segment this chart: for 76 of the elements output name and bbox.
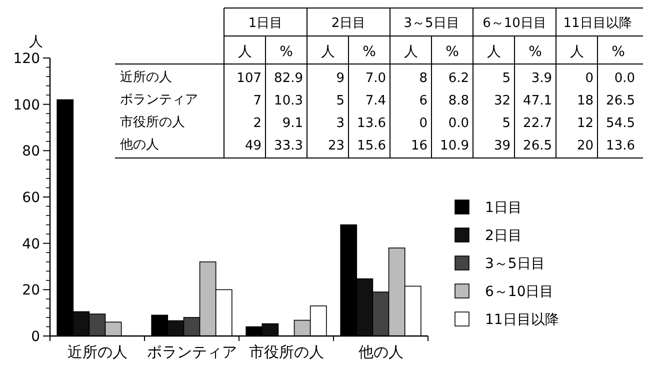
data-label: 2 bbox=[253, 116, 262, 132]
x-tick-label: % bbox=[446, 44, 459, 60]
data-label: 39 bbox=[494, 138, 510, 154]
data-label: 10.3 bbox=[274, 94, 303, 109]
data-label: 20 bbox=[576, 138, 594, 154]
data-label: 22.7 bbox=[523, 116, 552, 132]
data-label: 32 bbox=[494, 94, 510, 109]
data-label: 7.0 bbox=[365, 71, 386, 86]
x-tick-label: 人 bbox=[486, 44, 501, 60]
y-tick-label: 40 bbox=[22, 236, 40, 252]
y-tick-label: 他の人 bbox=[120, 137, 159, 152]
y-tick-label: ボランティア bbox=[120, 92, 198, 108]
legend-label: 3～5日目 bbox=[485, 256, 545, 272]
data-label: 0.0 bbox=[614, 71, 635, 86]
y-axis-title: 人 bbox=[29, 34, 43, 50]
data-label: 3.9 bbox=[531, 71, 552, 86]
data-label: 54.5 bbox=[606, 116, 635, 132]
y-tick-label: 0 bbox=[31, 329, 40, 345]
x-tick-label: ボランティア bbox=[146, 343, 237, 361]
data-label: 0 bbox=[419, 116, 428, 132]
y-tick-label: 80 bbox=[22, 144, 40, 160]
data-label: 8.8 bbox=[448, 94, 469, 109]
data-label: 15.6 bbox=[357, 138, 386, 154]
x-tick-label: 人 bbox=[570, 44, 584, 60]
text: 1日目 bbox=[248, 16, 283, 31]
data-label: 6 bbox=[419, 94, 428, 109]
data-label: 7 bbox=[253, 94, 262, 109]
data-label: 26.5 bbox=[523, 138, 552, 154]
data-label: 13.6 bbox=[606, 138, 635, 154]
data-label: 7.4 bbox=[365, 94, 386, 109]
x-tick-label: % bbox=[528, 44, 542, 60]
legend-label: 2日目 bbox=[485, 228, 522, 244]
data-label: 5 bbox=[502, 71, 510, 86]
data-label: 0.0 bbox=[448, 116, 469, 132]
x-tick-label: % bbox=[612, 44, 625, 60]
data-label: 13.6 bbox=[357, 116, 386, 132]
data-label: 26.5 bbox=[606, 94, 635, 109]
data-label: 82.9 bbox=[274, 71, 303, 86]
legend-label: 1日目 bbox=[485, 200, 522, 216]
data-label: 5 bbox=[336, 94, 344, 109]
data-label: 8 bbox=[419, 71, 428, 86]
text: 11日目以降 bbox=[563, 16, 632, 31]
x-tick-label: % bbox=[280, 44, 293, 60]
legend-label: 11日目以降 bbox=[485, 312, 559, 328]
data-label: 6.2 bbox=[448, 71, 469, 86]
data-label: 16 bbox=[410, 138, 428, 154]
x-tick-label: 他の人 bbox=[358, 343, 404, 361]
x-tick-label: 人 bbox=[320, 44, 335, 60]
data-label: 33.3 bbox=[274, 138, 303, 154]
data-label: 47.1 bbox=[523, 94, 552, 109]
data-label: 9 bbox=[336, 71, 344, 86]
data-label: 10.9 bbox=[440, 138, 469, 154]
x-tick-label: 近所の人 bbox=[67, 343, 128, 361]
x-tick-label: 人 bbox=[404, 44, 418, 60]
y-tick-label: 60 bbox=[22, 190, 40, 206]
x-tick-label: 人 bbox=[238, 44, 252, 60]
y-tick-label: 20 bbox=[22, 282, 40, 299]
text: 2日目 bbox=[331, 16, 366, 31]
x-tick-label: 市役所の人 bbox=[248, 343, 324, 361]
y-tick-label: 100 bbox=[13, 97, 40, 114]
data-label: 12 bbox=[576, 116, 594, 132]
data-label: 107 bbox=[236, 71, 262, 86]
y-tick-label: 近所の人 bbox=[120, 70, 172, 85]
legend-label: 6～10日目 bbox=[485, 284, 554, 300]
text: 6～10日目 bbox=[482, 16, 546, 31]
x-tick-label: % bbox=[362, 44, 376, 60]
text: 3～5日目 bbox=[404, 16, 460, 31]
data-label: 0 bbox=[585, 71, 594, 86]
y-tick-label: 120 bbox=[13, 51, 40, 67]
data-label: 23 bbox=[328, 138, 344, 154]
y-tick-label: 市役所の人 bbox=[120, 114, 185, 130]
data-label: 5 bbox=[502, 116, 510, 132]
data-label: 18 bbox=[576, 94, 594, 109]
data-label: 9.1 bbox=[282, 116, 303, 132]
data-label: 3 bbox=[336, 116, 344, 132]
data-label: 49 bbox=[244, 138, 262, 154]
